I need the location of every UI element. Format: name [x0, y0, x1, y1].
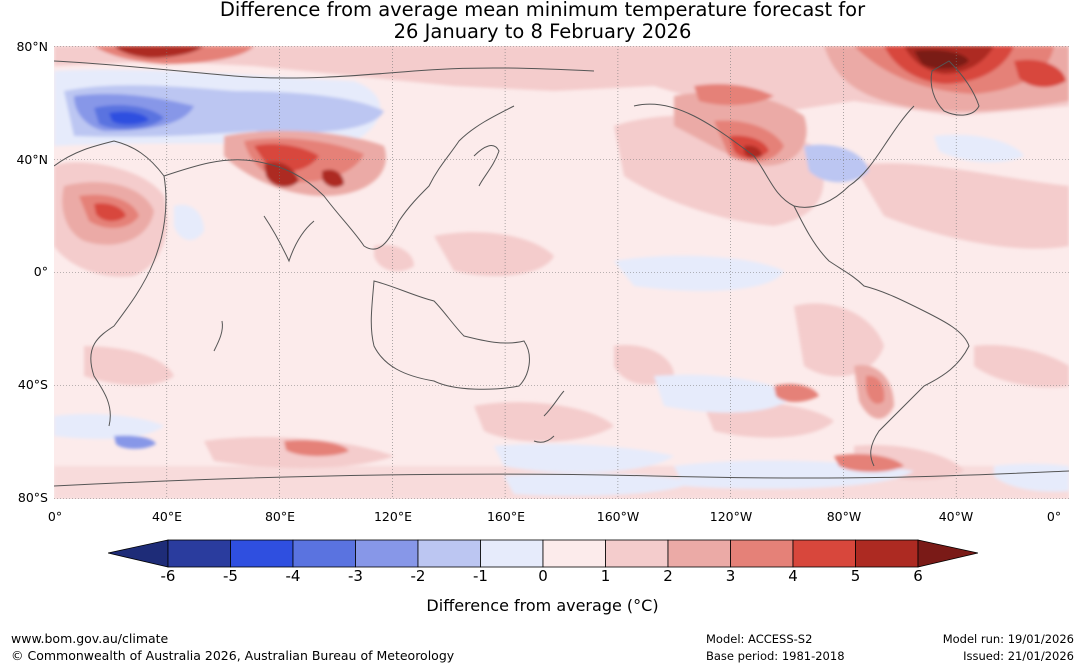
- colorbar-over-arrow: [917, 539, 978, 568]
- lon-label-40e: 40°E: [151, 509, 183, 524]
- colorbar-bin: [167, 539, 231, 568]
- colorbar-bin: [730, 539, 794, 568]
- colorbar-bin: [542, 539, 606, 568]
- map-title-line1: Difference from average mean minimum tem…: [219, 0, 866, 21]
- footer-model: Model: ACCESS-S2: [706, 632, 813, 646]
- colorbar-tick-label: -1: [473, 567, 488, 585]
- map-title-line2: 26 January to 8 February 2026: [393, 20, 692, 43]
- lat-label-80s: 80°S: [17, 490, 48, 505]
- colorbar-bin: [480, 539, 544, 568]
- colorbar-tick-label: 2: [663, 567, 673, 585]
- lon-label-80e: 80°E: [264, 509, 296, 524]
- colorbar-bin: [355, 539, 419, 568]
- lat-label-80n: 80°N: [16, 39, 48, 54]
- colorbar: [108, 539, 978, 568]
- colorbar-tick-label: -5: [223, 567, 238, 585]
- colorbar-title: Difference from average (°C): [426, 596, 659, 615]
- colorbar-tick-label: 5: [850, 567, 861, 585]
- footer-base-period: Base period: 1981-2018: [706, 649, 845, 663]
- lon-label-160w: 160°W: [596, 509, 640, 524]
- colorbar-bin: [230, 539, 294, 568]
- footer-website: www.bom.gov.au/climate: [11, 631, 169, 646]
- lon-label-40w: 40°W: [938, 509, 974, 524]
- colorbar-bin: [417, 539, 481, 568]
- coastlines: [54, 60, 1069, 487]
- lon-label-80w: 80°W: [826, 509, 862, 524]
- colorbar-tick-label: -2: [410, 567, 426, 585]
- footer-issued: Issued: 21/01/2026: [963, 649, 1074, 663]
- lat-label-40n: 40°N: [16, 152, 48, 167]
- lat-label-40s: 40°S: [17, 377, 48, 392]
- colorbar-bin: [605, 539, 669, 568]
- lon-label-160e: 160°E: [486, 509, 525, 524]
- colorbar-bin: [792, 539, 856, 568]
- colorbar-under-arrow: [108, 539, 169, 568]
- colorbar-tick-label: 6: [913, 567, 923, 585]
- lon-label-120e: 120°E: [373, 509, 412, 524]
- temperature-anomaly-map: [54, 46, 1069, 499]
- lon-label-0-right: 0°: [1046, 509, 1062, 524]
- lat-label-0: 0°: [33, 264, 48, 279]
- colorbar-tick-label: 3: [725, 567, 736, 585]
- anomaly-contours: [54, 46, 1069, 499]
- colorbar-bin: [667, 539, 731, 568]
- colorbar-tick-label: -4: [285, 567, 301, 585]
- colorbar-bin: [292, 539, 356, 568]
- graticule: [54, 46, 1069, 499]
- colorbar-tick-label: 4: [788, 567, 798, 585]
- footer-model-run: Model run: 19/01/2026: [942, 632, 1074, 646]
- colorbar-tick-label: -3: [348, 567, 363, 585]
- lon-label-120w: 120°W: [709, 509, 753, 524]
- colorbar-tick-label: 0: [538, 567, 548, 585]
- colorbar-tick-label: 1: [600, 567, 611, 585]
- colorbar-tick-label: -6: [160, 567, 176, 585]
- colorbar-bin: [855, 539, 919, 568]
- footer-copyright: © Commonwealth of Australia 2026, Austra…: [11, 648, 455, 663]
- lon-label-0-left: 0°: [47, 509, 63, 524]
